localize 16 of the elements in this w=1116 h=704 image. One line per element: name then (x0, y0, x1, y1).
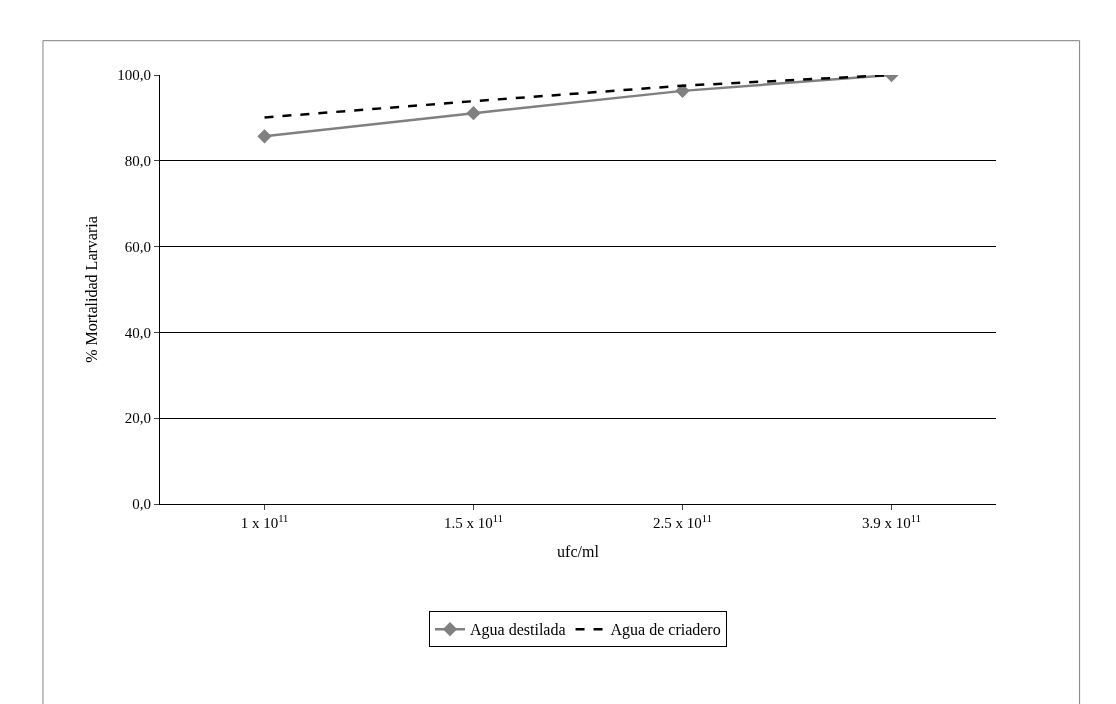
y-tick-label: 40,0 (124, 324, 151, 341)
y-tick-label: 80,0 (124, 153, 151, 170)
x-tick-label: 2.5 x 10$^{11}$ (653, 512, 712, 531)
x-tick-label: 1.5 x 10$^{11}$ (444, 512, 503, 531)
x-tick-label: 1 x 10$^{11}$ (240, 512, 289, 531)
point (466, 106, 481, 121)
legend-label: Agua de criadero (610, 621, 721, 640)
y-tick-label: 0,0 (132, 496, 151, 513)
x-tick-label: 3.9 x 10$^{11}$ (862, 512, 921, 531)
y-tick-label: 100,0 (117, 67, 151, 84)
point (257, 129, 272, 144)
y-axis-title: % Mortalidad Larvaria (83, 216, 101, 363)
y-tick-label: 60,0 (124, 238, 151, 255)
legend-label: Agua destilada (470, 621, 566, 640)
y-tick-label: 20,0 (124, 410, 151, 427)
x-axis-title: ufc/ml (557, 542, 600, 560)
